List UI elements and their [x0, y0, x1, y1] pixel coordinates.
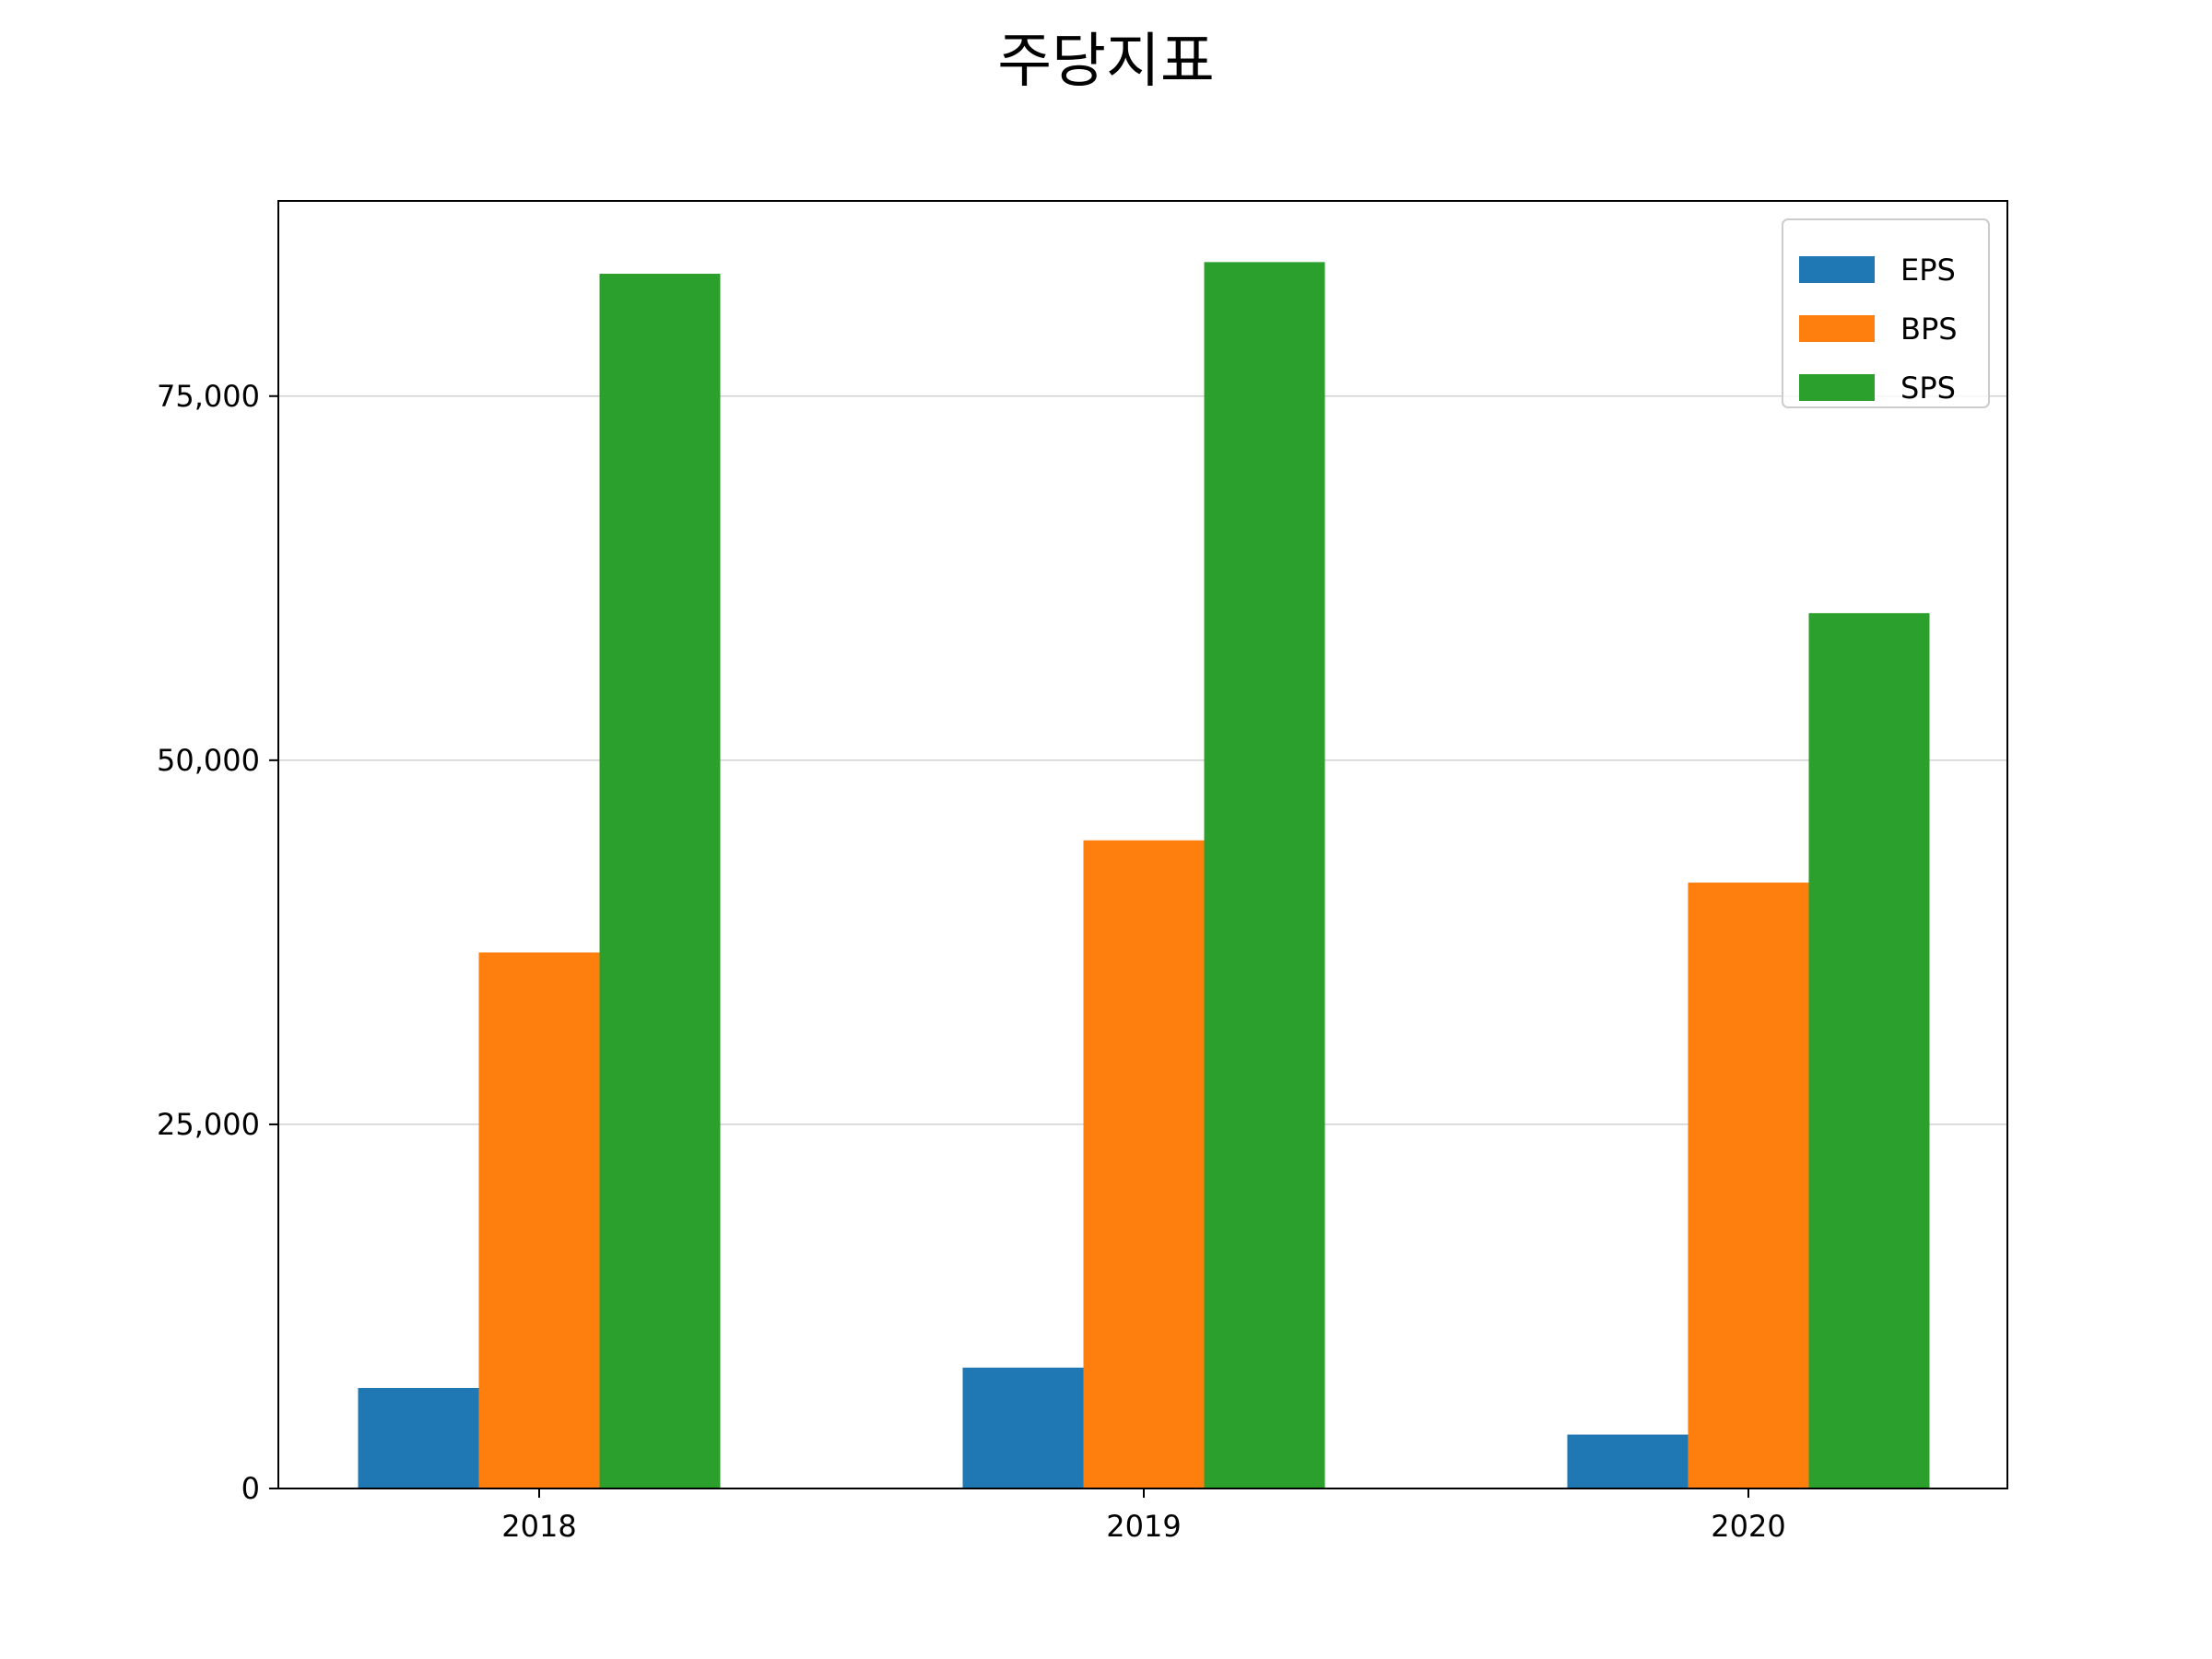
- bar-bps-2019: [1083, 840, 1205, 1488]
- bar-bps-2020: [1688, 882, 1809, 1488]
- legend-swatch-bps: [1799, 315, 1875, 342]
- y-tick-label: 75,000: [157, 379, 260, 414]
- y-tick-label: 0: [241, 1471, 260, 1506]
- bar-eps-2018: [358, 1387, 479, 1488]
- legend-label-eps: EPS: [1900, 253, 1956, 288]
- bars: [358, 262, 1930, 1488]
- x-tick-label: 2020: [1711, 1509, 1785, 1544]
- legend-swatch-sps: [1799, 374, 1875, 401]
- legend-label-sps: SPS: [1900, 371, 1956, 406]
- y-axis: 0 25,000 50,000 75,000: [157, 379, 278, 1506]
- y-tick-label: 50,000: [157, 743, 260, 778]
- legend-swatch-eps: [1799, 256, 1875, 283]
- legend: EPS BPS SPS: [1782, 218, 1990, 408]
- x-tick-label: 2019: [1106, 1509, 1181, 1544]
- bar-sps-2018: [599, 274, 721, 1488]
- x-tick-label: 2018: [501, 1509, 576, 1544]
- plot-area: 0 25,000 50,000 75,000 2018 2019 2020: [157, 200, 2008, 1544]
- bar-eps-2019: [962, 1367, 1084, 1488]
- y-tick-label: 25,000: [157, 1107, 260, 1142]
- chart-title: 주당지표: [997, 28, 1215, 96]
- bar-sps-2020: [1808, 613, 1930, 1488]
- bar-sps-2019: [1204, 262, 1325, 1488]
- bar-bps-2018: [478, 952, 600, 1488]
- bar-eps-2020: [1567, 1434, 1688, 1488]
- x-axis: 2018 2019 2020: [501, 1488, 1786, 1544]
- legend-label-bps: BPS: [1900, 312, 1958, 347]
